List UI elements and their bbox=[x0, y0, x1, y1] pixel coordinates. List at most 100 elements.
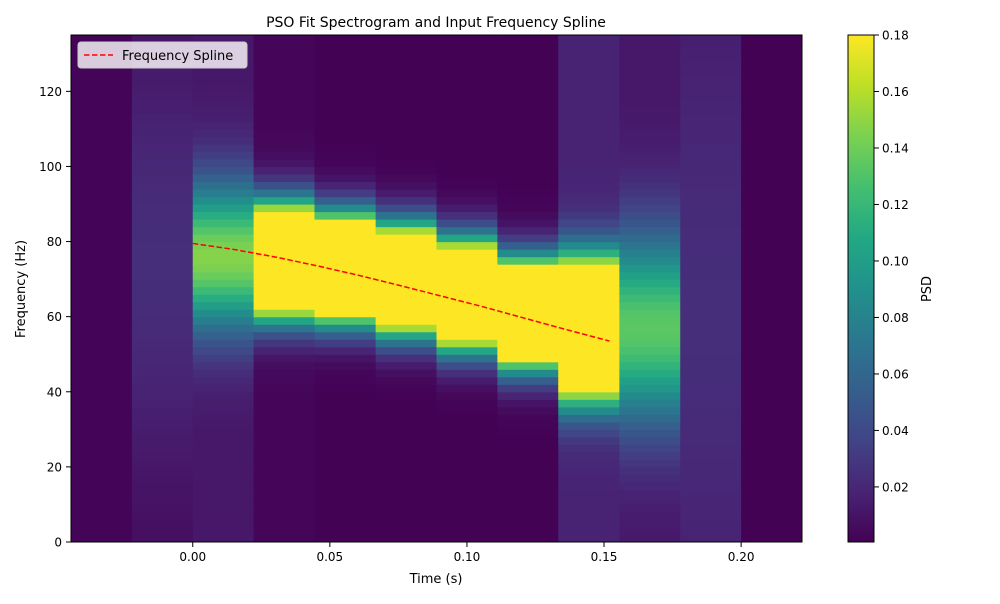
colorbar bbox=[847, 34, 875, 543]
heatmap-cell bbox=[71, 534, 133, 542]
heatmap-cell bbox=[192, 136, 255, 145]
heatmap-cell bbox=[375, 279, 438, 288]
heatmap-cell bbox=[558, 61, 620, 70]
heatmap-cell bbox=[741, 219, 802, 228]
heatmap-cell bbox=[436, 279, 498, 288]
heatmap-cell bbox=[314, 376, 377, 385]
heatmap-cell bbox=[314, 113, 377, 122]
heatmap-cell bbox=[741, 83, 802, 92]
y-tick-label: 80 bbox=[47, 235, 62, 249]
heatmap-cell bbox=[192, 121, 255, 130]
heatmap-cell bbox=[497, 436, 559, 445]
heatmap-cell bbox=[314, 294, 377, 303]
heatmap-cell bbox=[619, 429, 681, 438]
heatmap-cell bbox=[436, 406, 498, 415]
heatmap-cell bbox=[375, 188, 438, 198]
heatmap-cell bbox=[375, 68, 438, 77]
legend-box bbox=[77, 41, 248, 69]
heatmap-cell bbox=[619, 249, 681, 258]
heatmap-cell bbox=[314, 301, 377, 310]
heatmap-cell bbox=[375, 173, 438, 183]
heatmap-cell bbox=[741, 474, 802, 483]
heatmap-cell bbox=[253, 241, 316, 250]
heatmap-cell bbox=[741, 354, 802, 363]
heatmap-cell bbox=[192, 204, 255, 213]
heatmap-cell bbox=[619, 316, 681, 325]
heatmap-cell bbox=[314, 181, 377, 190]
heatmap-cell bbox=[497, 444, 559, 453]
heatmap-cell bbox=[436, 526, 498, 536]
heatmap-cell bbox=[619, 384, 681, 393]
heatmap-cell bbox=[131, 331, 194, 340]
heatmap-cell bbox=[741, 46, 802, 55]
heatmap-cell bbox=[314, 136, 377, 145]
heatmap-cell bbox=[192, 151, 255, 160]
heatmap-cell bbox=[741, 204, 802, 213]
heatmap-cell bbox=[375, 121, 438, 130]
heatmap-cell bbox=[619, 459, 681, 468]
heatmap-cell bbox=[192, 324, 255, 333]
heatmap-cell bbox=[253, 489, 316, 498]
heatmap-cell bbox=[314, 421, 377, 430]
heatmap-cell bbox=[680, 294, 742, 303]
heatmap-cell bbox=[192, 219, 255, 228]
heatmap-cell bbox=[619, 496, 681, 506]
heatmap-cell bbox=[497, 481, 559, 491]
heatmap-cell bbox=[131, 474, 194, 483]
heatmap-cell bbox=[619, 61, 681, 70]
heatmap-cell bbox=[253, 256, 316, 265]
heatmap-cell bbox=[375, 429, 438, 438]
heatmap-cell bbox=[131, 316, 194, 325]
heatmap-cell bbox=[375, 35, 438, 40]
heatmap-cell bbox=[314, 309, 377, 318]
heatmap-cell bbox=[131, 504, 194, 513]
heatmap-cell bbox=[192, 421, 255, 430]
heatmap-cell bbox=[436, 399, 498, 408]
heatmap-cell bbox=[680, 98, 742, 107]
heatmap-cell bbox=[741, 226, 802, 235]
heatmap-cell bbox=[375, 474, 438, 483]
heatmap-cell bbox=[131, 181, 194, 190]
legend: Frequency Spline bbox=[77, 41, 248, 69]
heatmap-cell bbox=[192, 466, 255, 475]
heatmap-cell bbox=[619, 519, 681, 528]
heatmap-cell bbox=[680, 474, 742, 483]
heatmap-cell bbox=[619, 331, 681, 340]
heatmap-cell bbox=[497, 316, 559, 325]
heatmap-cell bbox=[436, 324, 498, 333]
heatmap-cell bbox=[680, 249, 742, 258]
heatmap-cell bbox=[741, 429, 802, 438]
heatmap-cell bbox=[253, 294, 316, 303]
heatmap-cell bbox=[619, 143, 681, 153]
heatmap-cell bbox=[741, 444, 802, 453]
heatmap-cell bbox=[314, 384, 377, 393]
heatmap-cell bbox=[619, 309, 681, 318]
heatmap-cell bbox=[619, 166, 681, 175]
heatmap-cell bbox=[497, 286, 559, 295]
heatmap-cell bbox=[741, 53, 802, 62]
heatmap-cell bbox=[680, 271, 742, 280]
heatmap-cell bbox=[375, 406, 438, 415]
heatmap-cell bbox=[619, 466, 681, 475]
heatmap-cell bbox=[314, 151, 377, 160]
heatmap-cell bbox=[314, 196, 377, 205]
heatmap-cell bbox=[375, 369, 438, 378]
heatmap-cell bbox=[253, 136, 316, 145]
heatmap-cell bbox=[619, 196, 681, 205]
heatmap-cell bbox=[71, 158, 133, 168]
heatmap-cell bbox=[192, 474, 255, 483]
heatmap-cell bbox=[436, 106, 498, 115]
heatmap-cell bbox=[71, 526, 133, 536]
heatmap-cell bbox=[741, 391, 802, 400]
heatmap-cell bbox=[436, 158, 498, 168]
heatmap-cell bbox=[741, 188, 802, 198]
heatmap-cell bbox=[558, 91, 620, 100]
y-tick-label: 120 bbox=[39, 85, 62, 99]
heatmap-cell bbox=[71, 436, 133, 445]
heatmap-cell bbox=[619, 264, 681, 273]
heatmap-cell bbox=[497, 196, 559, 205]
heatmap-cell bbox=[680, 406, 742, 415]
heatmap-cell bbox=[71, 376, 133, 385]
heatmap-cell bbox=[558, 173, 620, 183]
